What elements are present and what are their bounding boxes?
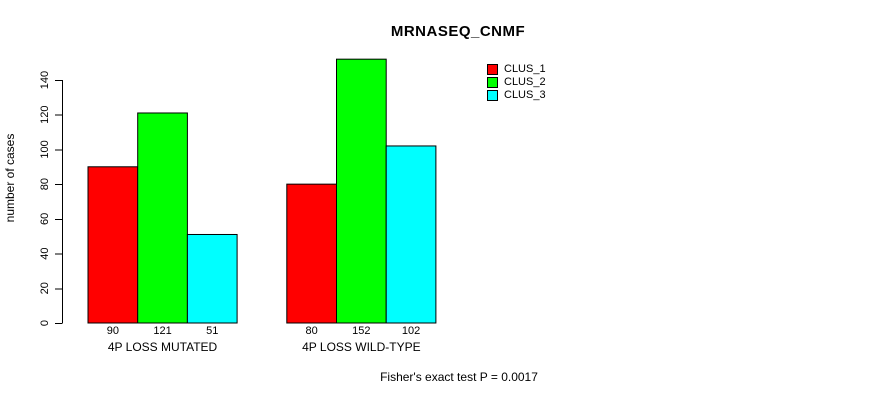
bar-value-label: 90 (107, 325, 119, 337)
y-tick-label: 20 (39, 282, 51, 294)
legend-item-CLUS_3: CLUS_3 (487, 89, 546, 102)
y-tick-label: 120 (39, 106, 51, 124)
bar-value-label: 121 (153, 325, 171, 337)
y-tick-label: 60 (39, 213, 51, 225)
bar-CLUS_3-group2 (385, 145, 437, 324)
bar-value-label: 51 (206, 325, 218, 337)
y-tick-label: 100 (39, 140, 51, 158)
bar-CLUS_2-group1 (137, 112, 188, 324)
bar-value-label: 80 (306, 325, 318, 337)
category-label-group2: 4P LOSS WILD-TYPE (302, 340, 420, 354)
bar-CLUS_2-group2 (336, 58, 387, 324)
y-tick-label: 40 (39, 247, 51, 259)
bar-CLUS_1-group2 (286, 183, 337, 324)
bar-CLUS_3-group1 (186, 233, 238, 324)
footnote-text: Fisher's exact test P = 0.0017 (380, 370, 538, 384)
legend-label: CLUS_2 (504, 76, 546, 88)
legend-label: CLUS_3 (504, 89, 546, 101)
legend-label: CLUS_1 (504, 63, 546, 75)
legend-swatch-CLUS_3 (487, 90, 498, 101)
y-tick-label: 80 (39, 178, 51, 190)
bar-value-label: 152 (352, 325, 370, 337)
chart-title: MRNASEQ_CNMF (390, 23, 526, 40)
y-tick-label: 140 (39, 71, 51, 89)
legend: CLUS_1 CLUS_2 CLUS_3 (487, 63, 546, 102)
legend-swatch-CLUS_2 (487, 77, 498, 88)
bar-value-label: 102 (402, 325, 420, 337)
legend-swatch-CLUS_1 (487, 64, 498, 75)
legend-item-CLUS_2: CLUS_2 (487, 76, 546, 89)
y-tick-label: 0 (39, 320, 51, 326)
legend-item-CLUS_1: CLUS_1 (487, 63, 546, 76)
category-label-group1: 4P LOSS MUTATED (108, 340, 218, 354)
bar-CLUS_1-group1 (87, 166, 139, 324)
